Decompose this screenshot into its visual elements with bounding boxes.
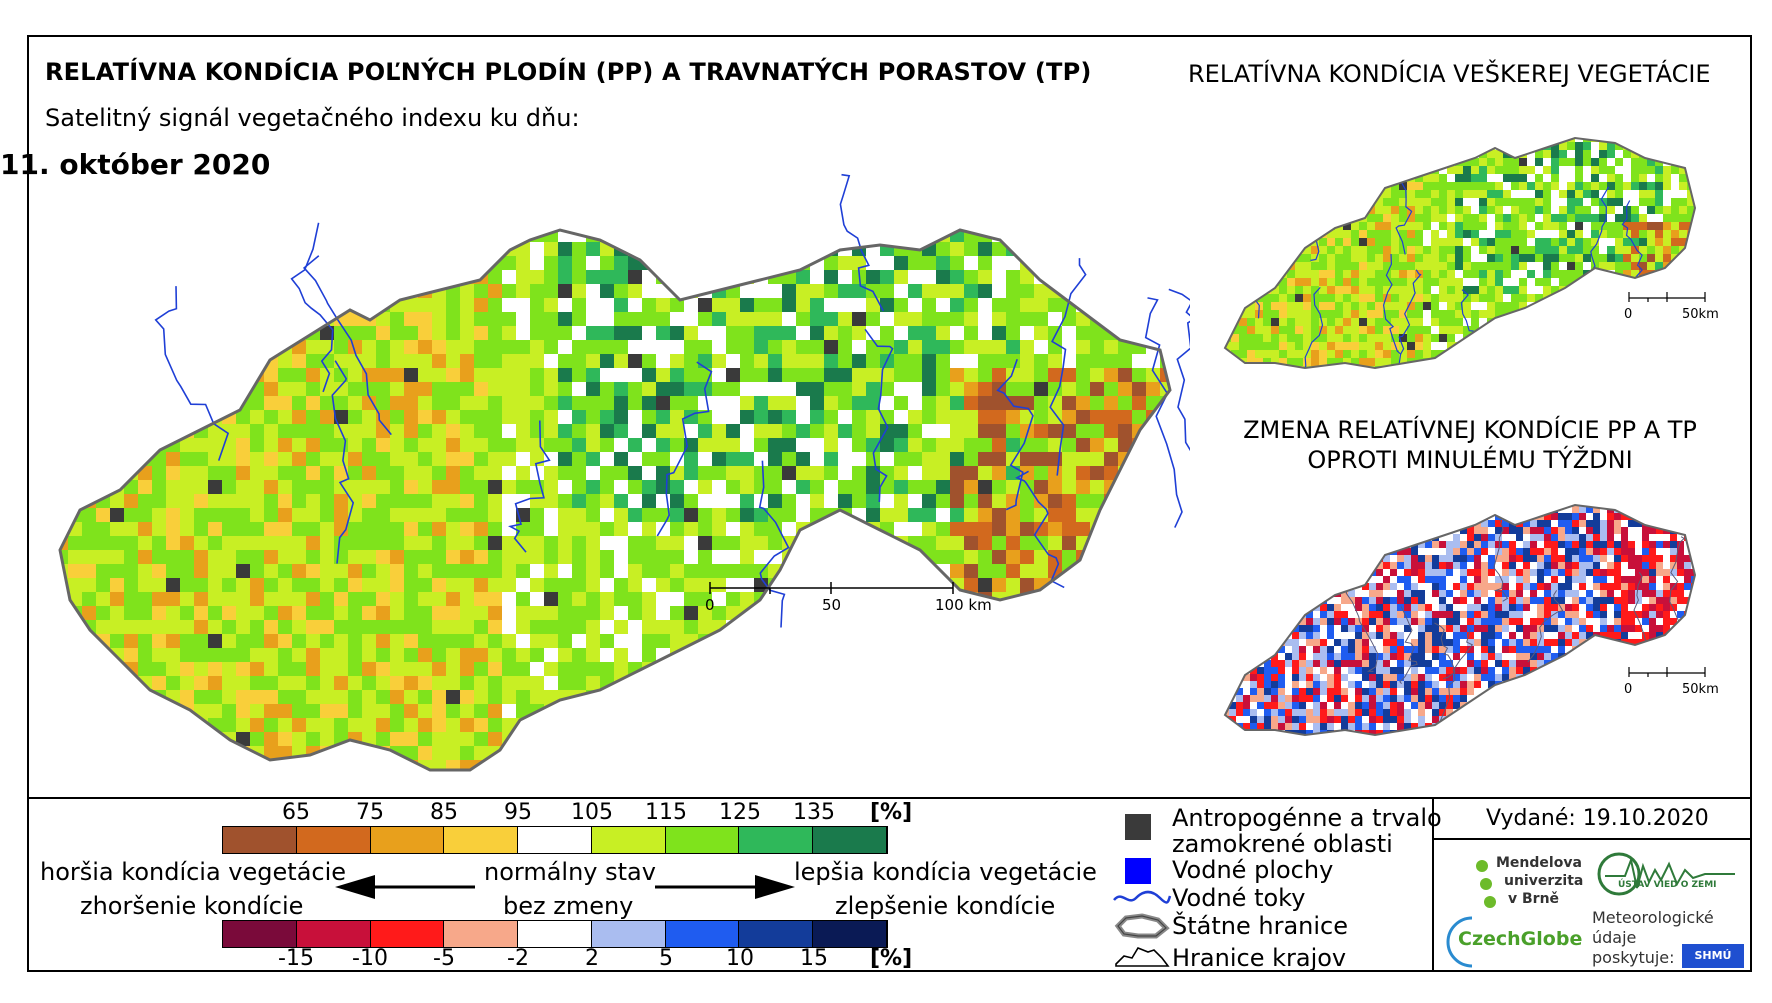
meteo-text-2: údaje xyxy=(1592,928,1637,947)
right-title: RELATÍVNA KONDÍCIA VEŠKEREJ VEGETÁCIE xyxy=(1188,60,1711,88)
mendel-logo xyxy=(1476,860,1496,908)
changeTicks-label: 5 xyxy=(659,946,673,971)
condition-color-bar xyxy=(222,826,888,854)
all-vegetation-map: 0 50km xyxy=(1223,136,1719,370)
legend-arrows xyxy=(335,875,795,899)
changeTicks-label: 15 xyxy=(800,946,828,971)
main-scale-bar: 0 50 100 km xyxy=(705,582,992,614)
main-condition-map: 0 50 100 km xyxy=(58,173,1190,772)
small1-scale-0: 0 xyxy=(1624,307,1632,322)
condBar-segment xyxy=(665,827,740,853)
rivers-swatch xyxy=(1113,890,1172,904)
change-title-line1: ZMENA RELATÍVNEJ KONDÍCIE PP A TP xyxy=(1243,416,1697,444)
main-title: RELATÍVNA KONDÍCIA POĽNÝCH PLODÍN (PP) A… xyxy=(45,58,1092,86)
ustav-logo xyxy=(1597,852,1735,896)
condBar-segment xyxy=(444,827,519,853)
condTicks-label: 85 xyxy=(430,800,458,825)
main-scale-50: 50 xyxy=(822,596,841,614)
issued-divider xyxy=(1432,838,1752,840)
meteo-text-3: poskytuje: xyxy=(1592,948,1675,967)
changeBar-segment xyxy=(591,921,666,947)
small2-scale-bar: 0 50km xyxy=(1624,667,1719,697)
ustav-text: ÚSTAV VIED O ZEMI xyxy=(1618,880,1717,890)
mendel-text-1: Mendelova xyxy=(1496,855,1582,871)
anthropogenic-label-2: zamokrené oblasti xyxy=(1172,830,1393,858)
change-unit: [%] xyxy=(870,946,913,971)
condTicks-label: 125 xyxy=(719,800,761,825)
region-border-swatch xyxy=(1115,947,1170,967)
condition-unit: [%] xyxy=(870,800,913,825)
changeTicks-label: -10 xyxy=(352,946,388,971)
main-scale-100: 100 km xyxy=(935,596,992,614)
state-border-swatch xyxy=(1114,913,1170,939)
condTicks-label: 95 xyxy=(504,800,532,825)
changeBar-segment xyxy=(296,921,371,947)
change-title-line2: OPROTI MINULÉMU TÝŽDNI xyxy=(1307,446,1633,474)
condBar-segment xyxy=(739,827,814,853)
changeBar-segment xyxy=(739,921,814,947)
no-change-label: bez zmeny xyxy=(503,892,634,920)
condBar-segment xyxy=(591,827,666,853)
changeBar-segment xyxy=(665,921,740,947)
date-label: 11. október 2020 xyxy=(0,148,271,181)
shmu-logo: SHMÚ xyxy=(1682,944,1744,968)
meteo-text-1: Meteorologické xyxy=(1592,908,1714,927)
condTicks-label: 115 xyxy=(645,800,687,825)
change-map: 0 50km xyxy=(1223,503,1719,737)
changeBar-segment xyxy=(370,921,445,947)
changeTicks-label: -15 xyxy=(278,946,314,971)
small1-scale-bar: 0 50km xyxy=(1624,292,1719,322)
mendel-text-2: univerzita xyxy=(1504,873,1584,889)
small2-scale-0: 0 xyxy=(1624,682,1632,697)
condTicks-label: 65 xyxy=(282,800,310,825)
changeBar-segment xyxy=(813,921,887,947)
anthropogenic-swatch xyxy=(1125,814,1151,840)
water-bodies-swatch xyxy=(1125,858,1151,884)
condBar-segment xyxy=(223,827,297,853)
changeBar-segment xyxy=(444,921,519,947)
changeBar-segment xyxy=(223,921,297,947)
rivers-label: Vodné toky xyxy=(1172,884,1306,912)
legend-divider xyxy=(1432,797,1434,972)
condBar-segment xyxy=(813,827,887,853)
main-scale-0: 0 xyxy=(705,596,715,614)
water-bodies-label: Vodné plochy xyxy=(1172,856,1334,884)
condBar-segment xyxy=(296,827,371,853)
worse-label: horšia kondícia vegetácie xyxy=(40,858,347,886)
change-title: ZMENA RELATÍVNEJ KONDÍCIE PP A TP OPROTI… xyxy=(1200,415,1740,475)
anthropogenic-label-1: Antropogénne a trvalo xyxy=(1172,804,1442,832)
small2-scale-50: 50km xyxy=(1682,682,1719,697)
legend-panel xyxy=(27,797,1752,972)
subtitle: Satelitný signál vegetačného indexu ku d… xyxy=(45,104,580,132)
right-arrow-icon xyxy=(655,875,795,899)
region-border-label: Hranice krajov xyxy=(1172,944,1347,972)
issued-date: Vydané: 19.10.2020 xyxy=(1486,806,1709,831)
changeTicks-label: -5 xyxy=(433,946,455,971)
better-change-label: zlepšenie kondície xyxy=(835,892,1056,920)
condTicks-label: 135 xyxy=(793,800,835,825)
worse-change-label: zhoršenie kondície xyxy=(80,892,304,920)
mendel-text-3: v Brně xyxy=(1508,891,1560,907)
condBar-segment xyxy=(518,827,592,853)
condTicks-label: 75 xyxy=(356,800,384,825)
czechglobe-arc-icon xyxy=(1446,916,1473,968)
condTicks-label: 105 xyxy=(571,800,613,825)
changeTicks-label: 10 xyxy=(726,946,754,971)
changeTicks-label: -2 xyxy=(507,946,529,971)
better-label: lepšia kondícia vegetácie xyxy=(794,858,1097,886)
change-color-bar xyxy=(222,920,888,948)
changeBar-segment xyxy=(518,921,592,947)
condBar-segment xyxy=(370,827,445,853)
left-arrow-icon xyxy=(335,875,475,899)
changeTicks-label: 2 xyxy=(585,946,599,971)
small1-scale-50: 50km xyxy=(1682,307,1719,322)
czechglobe-logo: CzechGlobe xyxy=(1458,928,1583,950)
state-border-label: Štátne hranice xyxy=(1172,912,1348,940)
normal-label: normálny stav xyxy=(484,858,656,886)
